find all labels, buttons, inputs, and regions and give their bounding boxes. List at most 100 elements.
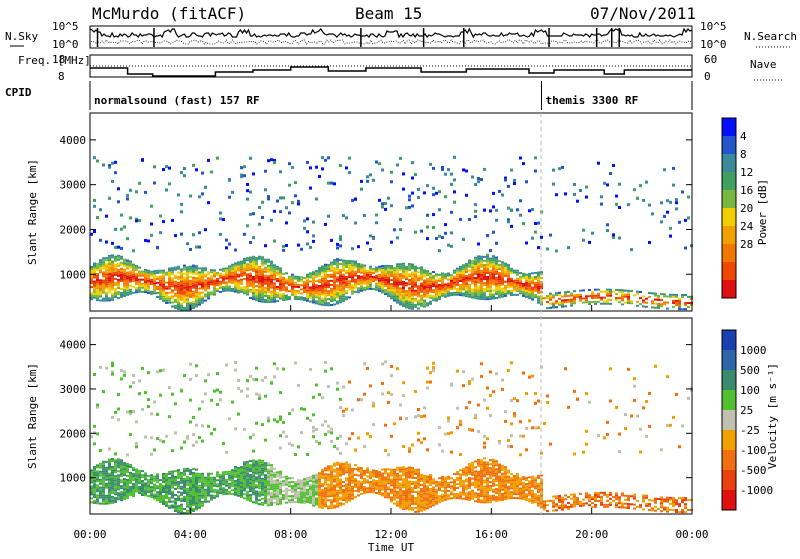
velocity-cell xyxy=(270,482,273,484)
power-cell xyxy=(129,263,132,265)
velocity-cell xyxy=(426,497,429,499)
power-cell xyxy=(621,293,624,295)
velocity-cell xyxy=(162,485,165,487)
velocity-cell xyxy=(192,492,195,494)
velocity-cell xyxy=(402,466,405,468)
velocity-cell xyxy=(264,480,267,482)
velocity-cell xyxy=(312,501,315,503)
velocity-cell xyxy=(312,487,315,489)
velocity-cell xyxy=(144,490,147,492)
velocity-cell xyxy=(219,476,222,478)
power-cell xyxy=(504,271,507,273)
power-cell xyxy=(270,301,273,303)
power-cell xyxy=(417,291,420,293)
velocity-cell xyxy=(288,477,291,479)
velocity-cell xyxy=(180,512,183,514)
power-cell xyxy=(168,300,171,302)
power-cell xyxy=(315,166,318,169)
velocity-cell xyxy=(264,470,267,472)
power-cell xyxy=(114,256,117,258)
velocity-cell xyxy=(114,459,117,461)
velocity-cell xyxy=(102,465,105,467)
velocity-cell xyxy=(258,465,261,467)
velocity-cell xyxy=(321,497,324,499)
power-cell xyxy=(111,269,114,271)
velocity-cell xyxy=(438,477,441,479)
velocity-cell xyxy=(141,482,144,484)
velocity-cell xyxy=(291,408,294,411)
power-cell xyxy=(576,296,579,298)
power-cell xyxy=(105,300,108,302)
velocity-cell xyxy=(303,496,306,498)
power-cell xyxy=(675,201,678,204)
velocity-cell xyxy=(267,492,270,494)
velocity-cell xyxy=(117,478,120,480)
velocity-cell xyxy=(306,491,309,493)
velocity-cell xyxy=(348,488,351,490)
power-cell xyxy=(468,280,471,282)
velocity-cell xyxy=(327,491,330,493)
velocity-cell xyxy=(414,473,417,475)
power-cell xyxy=(558,302,561,304)
velocity-cell xyxy=(384,476,387,478)
velocity-cell xyxy=(435,499,438,501)
power-cell xyxy=(261,285,264,287)
power-cell xyxy=(420,291,423,293)
power-cell xyxy=(627,292,630,294)
power-cell xyxy=(339,301,342,303)
velocity-cell xyxy=(201,400,204,403)
velocity-cell xyxy=(261,460,264,462)
power-cell xyxy=(255,293,258,295)
velocity-cell xyxy=(111,476,114,478)
velocity-cell xyxy=(102,475,105,477)
power-cell xyxy=(408,206,411,209)
velocity-cell xyxy=(432,486,435,488)
velocity-cell xyxy=(330,465,333,467)
velocity-cell xyxy=(348,472,351,474)
power-cell xyxy=(483,288,486,290)
power-cell xyxy=(231,268,234,270)
velocity-cell xyxy=(336,462,339,464)
power-cell xyxy=(336,247,339,250)
velocity-cell xyxy=(426,476,429,478)
power-cell xyxy=(132,286,135,288)
velocity-cell xyxy=(342,491,345,493)
power-cell xyxy=(147,292,150,294)
power-cell xyxy=(105,298,108,300)
power-cell xyxy=(291,282,294,284)
power-cell xyxy=(162,220,165,223)
velocity-cell xyxy=(405,490,408,492)
velocity-cell xyxy=(156,487,159,489)
power-cell xyxy=(654,299,657,301)
power-cell xyxy=(405,266,408,268)
power-cell xyxy=(495,297,498,299)
power-cell xyxy=(540,236,543,239)
power-cell xyxy=(306,278,309,280)
power-cell xyxy=(297,286,300,288)
power-cell xyxy=(414,304,417,306)
power-cell xyxy=(288,162,291,165)
velocity-cell xyxy=(261,494,264,496)
power-cell xyxy=(495,279,498,281)
power-cell xyxy=(405,300,408,302)
velocity-cell xyxy=(387,453,390,456)
power-cell xyxy=(429,287,432,289)
power-cell xyxy=(249,213,252,216)
velocity-cell xyxy=(267,484,270,486)
power-cell xyxy=(363,287,366,289)
power-cell xyxy=(246,183,249,186)
velocity-cell xyxy=(330,485,333,487)
velocity-cell xyxy=(387,492,390,494)
velocity-cell xyxy=(399,505,402,507)
power-cell xyxy=(159,290,162,292)
velocity-cell xyxy=(141,408,144,411)
velocity-cell xyxy=(429,484,432,486)
power-cell xyxy=(315,284,318,286)
velocity-cell xyxy=(237,379,240,382)
velocity-cell xyxy=(114,452,117,455)
velocity-cell xyxy=(225,485,228,487)
power-cell xyxy=(174,293,177,295)
velocity-cell xyxy=(246,481,249,483)
power-cell xyxy=(231,266,234,268)
power-cell xyxy=(426,270,429,272)
